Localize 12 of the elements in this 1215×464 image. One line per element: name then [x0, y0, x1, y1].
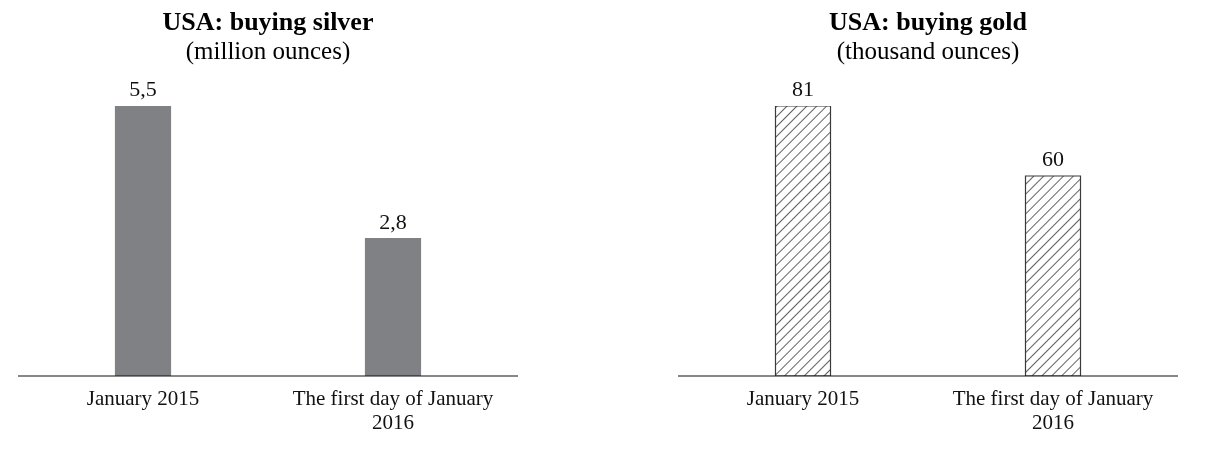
- x-tick-label: The first day of January 2016: [292, 385, 494, 434]
- x-tick-label: The first day of January 2016: [952, 385, 1154, 434]
- chart-subtitle: (thousand ounces): [835, 36, 1021, 66]
- data-label: 5,5: [129, 76, 157, 101]
- chart-subtitle: (million ounces): [184, 36, 352, 66]
- x-tick-label: January 2015: [746, 385, 860, 410]
- x-tick-label: January 2015: [86, 385, 200, 410]
- data-label: 60: [1042, 146, 1064, 171]
- chart-title: USA: buying gold: [828, 7, 1028, 36]
- data-label: 81: [792, 76, 814, 101]
- chart-title: USA: buying silver: [161, 7, 375, 36]
- data-label: 2,8: [379, 208, 407, 234]
